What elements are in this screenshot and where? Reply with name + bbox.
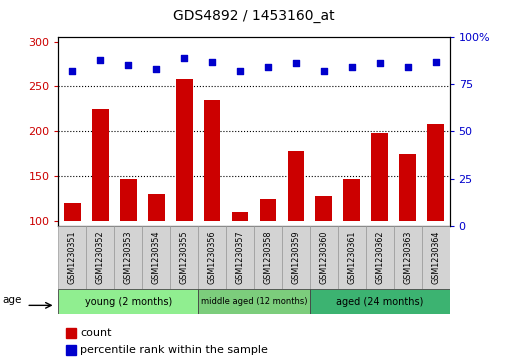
Bar	[399, 154, 416, 221]
Bar	[260, 199, 276, 221]
Point	[124, 62, 132, 68]
Point	[236, 68, 244, 74]
Bar	[394, 226, 422, 289]
Point	[431, 59, 439, 65]
Point	[208, 59, 216, 65]
Point	[320, 68, 328, 74]
Bar	[66, 328, 76, 338]
Text: percentile rank within the sample: percentile rank within the sample	[80, 345, 268, 355]
Text: GSM1230357: GSM1230357	[236, 231, 244, 284]
Point	[96, 57, 104, 62]
Bar	[176, 79, 193, 221]
Text: GSM1230356: GSM1230356	[208, 231, 216, 284]
Bar	[315, 196, 332, 221]
Bar	[198, 289, 310, 314]
Text: GSM1230351: GSM1230351	[68, 231, 77, 284]
Bar	[64, 203, 81, 221]
Text: GSM1230358: GSM1230358	[264, 231, 272, 284]
Text: GSM1230359: GSM1230359	[292, 231, 300, 284]
Bar	[422, 226, 450, 289]
Bar	[310, 226, 338, 289]
Text: GSM1230361: GSM1230361	[347, 231, 356, 284]
Point	[403, 64, 411, 70]
Bar	[204, 100, 220, 221]
Point	[292, 61, 300, 66]
Point	[180, 55, 188, 61]
Bar	[310, 289, 450, 314]
Point	[68, 68, 76, 74]
Bar	[86, 226, 114, 289]
Text: GSM1230363: GSM1230363	[403, 231, 412, 284]
Bar	[170, 226, 198, 289]
Point	[152, 66, 160, 72]
Point	[347, 64, 356, 70]
Bar	[198, 226, 226, 289]
Bar	[343, 179, 360, 221]
Bar	[288, 151, 304, 221]
Bar	[282, 226, 310, 289]
Bar	[226, 226, 254, 289]
Text: GSM1230364: GSM1230364	[431, 231, 440, 284]
Bar	[427, 124, 444, 221]
Text: GSM1230355: GSM1230355	[180, 231, 188, 284]
Text: GSM1230353: GSM1230353	[124, 231, 133, 284]
Bar	[92, 109, 109, 221]
Bar	[232, 212, 248, 221]
Bar	[254, 226, 282, 289]
Point	[264, 64, 272, 70]
Point	[375, 61, 384, 66]
Bar	[120, 179, 137, 221]
Bar	[58, 289, 198, 314]
Bar	[338, 226, 366, 289]
Bar	[371, 133, 388, 221]
Text: aged (24 months): aged (24 months)	[336, 297, 423, 307]
Text: GSM1230362: GSM1230362	[375, 231, 384, 284]
Bar	[114, 226, 142, 289]
Text: age: age	[3, 295, 22, 305]
Bar	[142, 226, 170, 289]
Bar	[148, 194, 165, 221]
Text: GSM1230354: GSM1230354	[152, 231, 161, 284]
Text: GDS4892 / 1453160_at: GDS4892 / 1453160_at	[173, 9, 335, 23]
Bar	[366, 226, 394, 289]
Text: middle aged (12 months): middle aged (12 months)	[201, 297, 307, 306]
Text: GSM1230352: GSM1230352	[96, 231, 105, 284]
Text: count: count	[80, 328, 111, 338]
Text: GSM1230360: GSM1230360	[320, 231, 328, 284]
Bar	[58, 226, 86, 289]
Text: young (2 months): young (2 months)	[85, 297, 172, 307]
Bar	[66, 345, 76, 355]
